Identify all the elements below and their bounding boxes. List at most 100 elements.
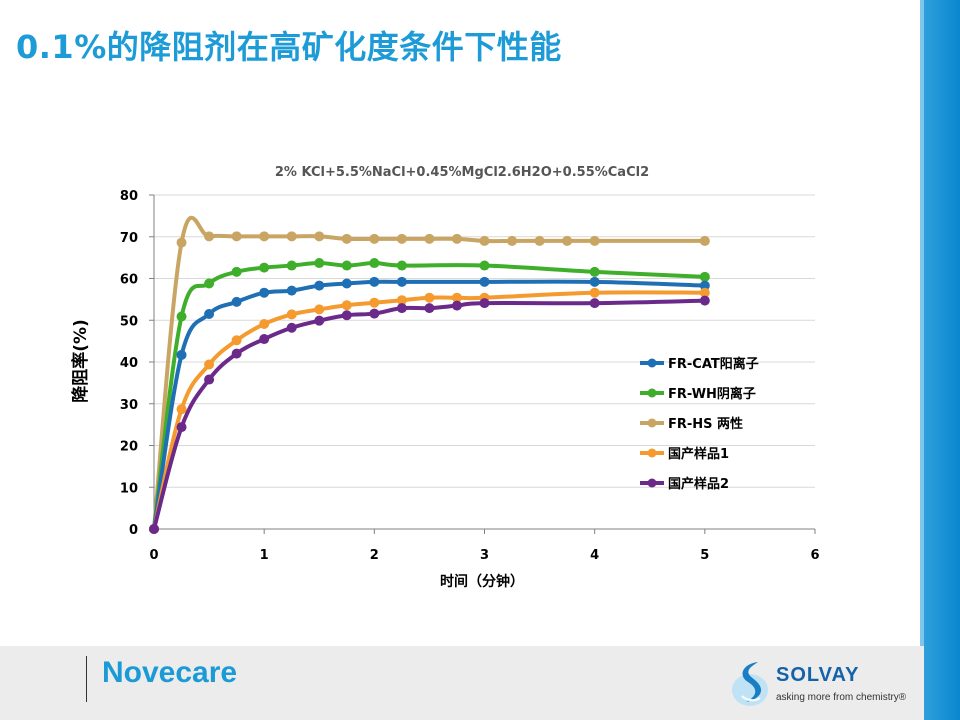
x-tick-label: 2 [370,548,379,563]
data-point [369,276,380,287]
data-point [231,231,242,242]
legend-label: FR-CAT阳离子 [668,356,759,372]
y-axis-label: 降阻率(%) [70,319,91,403]
data-point [699,235,710,246]
data-point [259,319,270,330]
data-point [396,233,407,244]
y-tick-label: 0 [129,523,138,538]
accent-stripe-light [920,0,924,720]
data-point [259,287,270,298]
series-0 [149,276,710,534]
legend-label: 国产样品2 [668,476,729,492]
y-tick-label: 50 [120,314,138,329]
x-tick-label: 5 [700,548,709,563]
legend-swatch-marker [647,418,657,428]
data-point [204,278,215,289]
data-point [341,233,352,244]
data-point [176,237,187,248]
data-point [259,334,270,345]
data-point [424,292,435,303]
x-tick-label: 1 [260,548,269,563]
data-point [314,231,325,242]
series-2 [149,215,710,534]
data-point [451,233,462,244]
data-point [424,303,435,314]
data-point [176,349,187,360]
data-point [396,276,407,287]
data-point [314,304,325,315]
data-point [176,311,187,322]
data-point [396,295,407,306]
data-point [699,271,710,282]
chart-tick-labels: 0 10 20 30 40 50 60 70 80 0 1 2 3 4 5 6 [120,189,820,563]
chart-series [149,215,710,534]
x-tick-label: 0 [149,548,158,563]
y-tick-label: 40 [120,356,138,371]
data-point [286,260,297,271]
data-point [314,280,325,291]
y-tick-label: 10 [120,481,138,496]
data-point [176,422,187,433]
data-point [341,260,352,271]
solvay-swirl-icon [732,662,768,706]
data-point [479,276,490,287]
logo-tagline: asking more from chemistry® [776,692,907,703]
data-point [231,335,242,346]
data-point [369,308,380,319]
slide-title: 0.1%的降阻剂在高矿化度条件下性能 [16,28,562,66]
data-point [204,359,215,370]
series-4 [149,295,710,534]
data-point [507,235,518,246]
data-point [204,308,215,319]
x-axis-label: 时间（分钟） [440,573,524,590]
data-point [451,292,462,303]
brand-name: Novecare [102,656,238,689]
legend-label: FR-WH阴离子 [668,386,756,402]
chart-axes [149,194,816,534]
series-line [152,298,707,531]
data-point [562,235,573,246]
data-point [286,231,297,242]
data-point [369,297,380,308]
data-point [699,287,710,298]
data-point [259,231,270,242]
y-tick-label: 30 [120,398,138,413]
series-1 [149,258,710,534]
legend-swatch-marker [647,478,657,488]
data-point [176,404,187,415]
data-point [479,260,490,271]
data-point [259,262,270,273]
data-point [369,233,380,244]
legend-swatch-marker [647,358,657,368]
data-point [149,524,159,534]
data-point [396,303,407,314]
series-line [152,279,707,531]
legend-label: FR-HS 两性 [668,416,743,432]
x-tick-label: 3 [480,548,489,563]
footer-divider [86,656,87,702]
data-point [231,296,242,307]
data-point [369,258,380,269]
data-point [314,258,325,269]
series-line [152,290,707,531]
data-point [204,374,215,385]
data-point [451,300,462,311]
data-point [341,278,352,289]
line-chart: 2% KCl+5.5%NaCl+0.45%MgCl2.6H2O+0.55%CaC… [70,165,820,590]
legend-swatch-marker [647,448,657,458]
data-point [589,298,600,309]
footer-band [0,646,924,720]
data-point [286,285,297,296]
chart-title: 2% KCl+5.5%NaCl+0.45%MgCl2.6H2O+0.55%CaC… [275,165,649,180]
y-tick-label: 60 [120,273,138,288]
data-point [286,322,297,333]
data-point [479,235,490,246]
data-point [341,300,352,311]
x-tick-label: 4 [590,548,599,563]
data-point [396,260,407,271]
data-point [589,266,600,277]
logo-wordmark: SOLVAY [776,664,860,686]
y-tick-label: 80 [120,189,138,204]
data-point [699,295,710,306]
data-point [589,235,600,246]
